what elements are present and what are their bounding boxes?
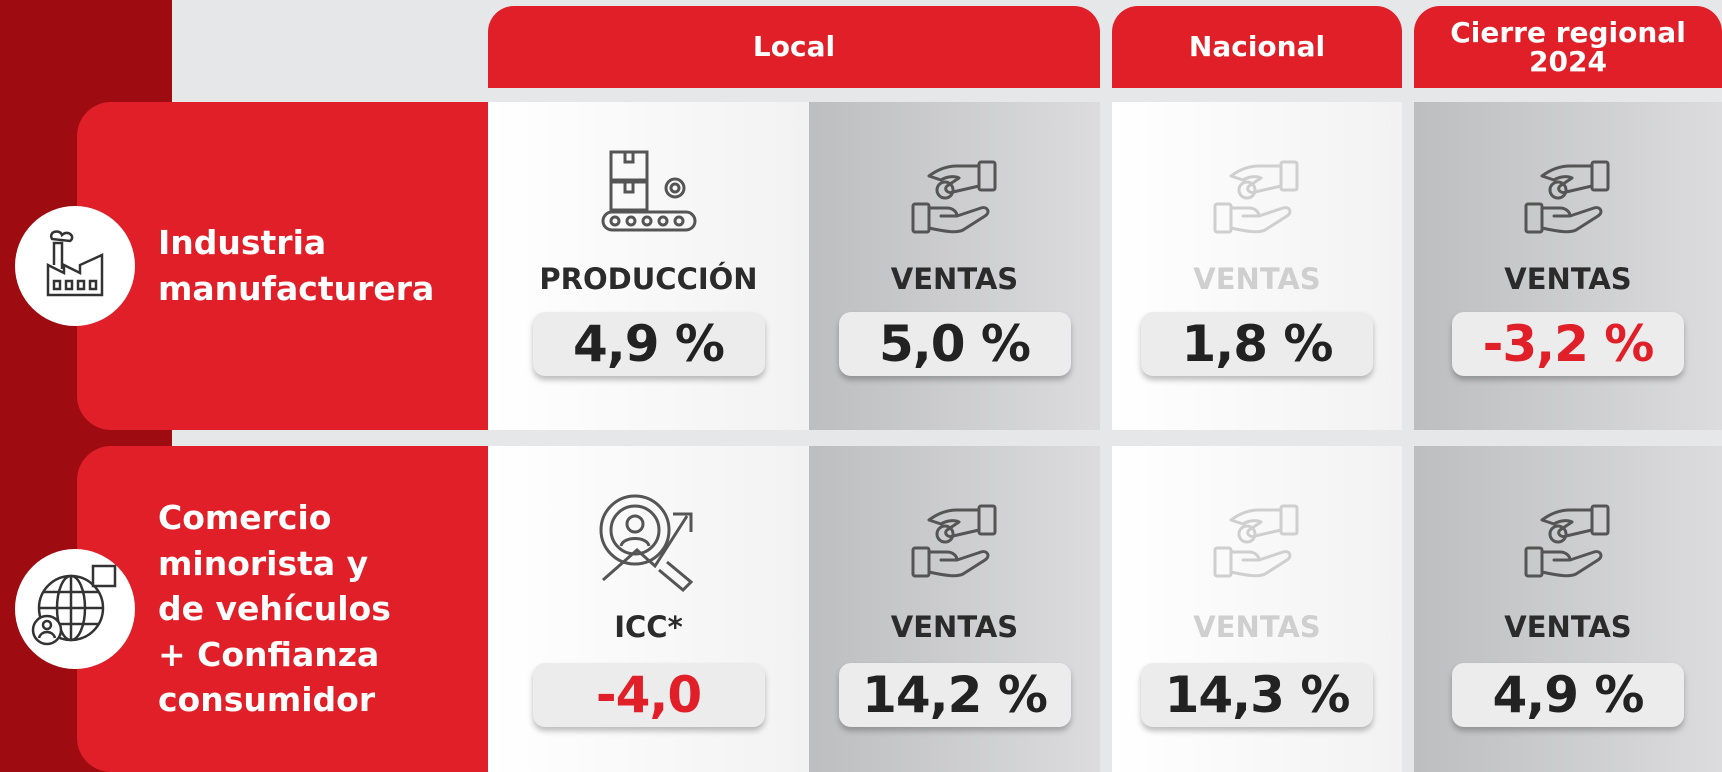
value: -3,2 % — [1452, 312, 1684, 376]
cell: VENTAS 14,3 % — [1112, 446, 1402, 772]
indicator: VENTAS — [890, 262, 1019, 296]
column-header: Nacional — [1112, 6, 1402, 88]
indicator: VENTAS — [1504, 262, 1632, 296]
icon — [907, 502, 1003, 586]
column-header: Cierre regional 2024 — [1414, 6, 1722, 88]
value: 14,2 % — [838, 663, 1071, 727]
cell: VENTAS -3,2 % — [1414, 102, 1722, 430]
indicator: VENTAS — [890, 610, 1019, 644]
icon — [599, 148, 699, 244]
value: -4,0 — [532, 663, 765, 727]
icon — [1520, 502, 1616, 586]
row-label-line: minorista y — [158, 543, 369, 583]
row-label: Comercio minorista y de vehículos + Confian… — [158, 495, 391, 723]
icon — [1209, 158, 1305, 242]
row-label-line: de vehículos — [158, 589, 391, 629]
icon — [907, 158, 1003, 242]
cell: PRODUCCIÓN 4,9 % — [488, 102, 809, 430]
value: 4,9 % — [532, 312, 765, 376]
value: 4,9 % — [1452, 663, 1684, 727]
cell: VENTAS 14,2 % — [809, 446, 1100, 772]
row-label-line: Comercio — [158, 498, 332, 538]
icon — [27, 562, 123, 656]
indicator: VENTAS — [1193, 262, 1321, 296]
cell: ICC* -4,0 — [488, 446, 809, 772]
row-panel — [77, 446, 497, 772]
row-panel — [77, 102, 497, 430]
value: 5,0 % — [838, 312, 1071, 376]
icon — [44, 229, 106, 303]
column-header: Local — [488, 6, 1100, 88]
icon — [597, 492, 701, 596]
indicator: VENTAS — [1193, 610, 1321, 644]
indicator: VENTAS — [1504, 610, 1632, 644]
row-icon — [15, 206, 135, 326]
row-label-line: manufacturera — [158, 268, 435, 308]
indicator: PRODUCCIÓN — [539, 262, 758, 296]
icon — [1209, 502, 1305, 586]
row-label-line: Industria — [158, 223, 327, 263]
indicator: ICC* — [614, 610, 683, 644]
row-label: Industria manufacturera — [158, 220, 434, 311]
row-icon — [15, 549, 135, 669]
cell: VENTAS 1,8 % — [1112, 102, 1402, 430]
row-label-line: + Confianza — [158, 634, 380, 674]
icon — [1520, 158, 1616, 242]
cell: VENTAS 4,9 % — [1414, 446, 1722, 772]
value: 1,8 % — [1141, 312, 1373, 376]
value: 14,3 % — [1141, 663, 1373, 727]
row-label-line: consumidor — [158, 680, 376, 720]
cell: VENTAS 5,0 % — [809, 102, 1100, 430]
